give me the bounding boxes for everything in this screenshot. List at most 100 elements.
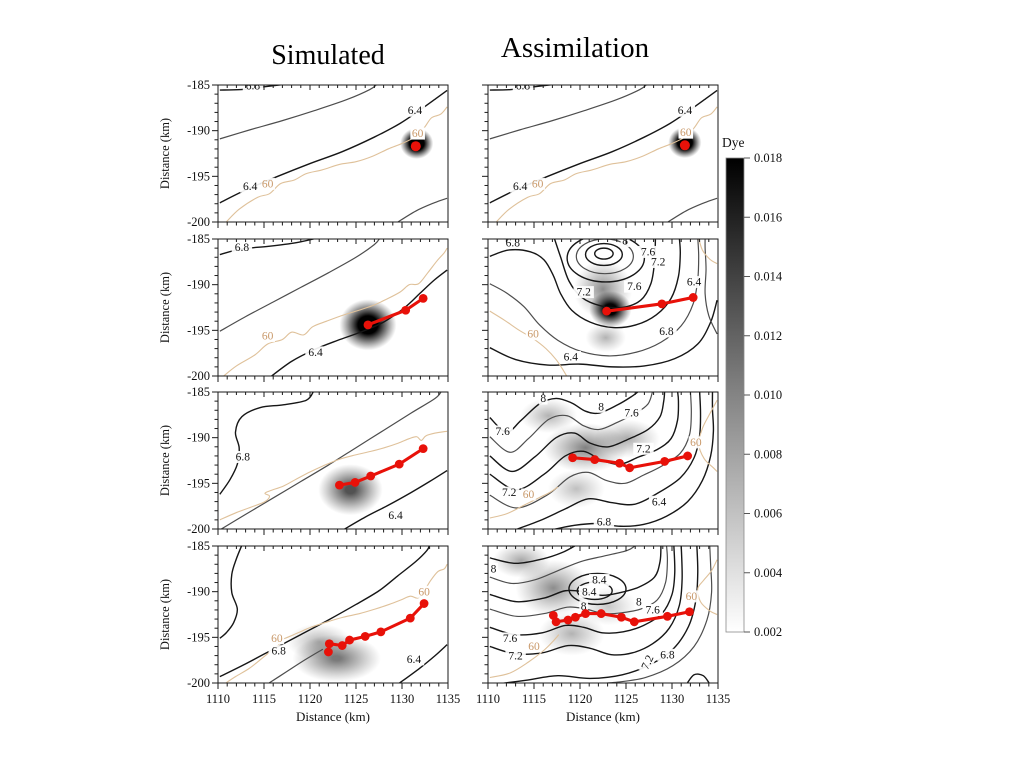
svg-text:60: 60 <box>271 633 283 645</box>
contour-label: 60 <box>678 126 694 139</box>
contour-line <box>489 546 662 603</box>
contour-label: 60 <box>269 632 285 645</box>
contour-label: 60 <box>530 177 545 190</box>
contour-line <box>489 546 676 636</box>
svg-text:8: 8 <box>491 563 497 575</box>
contour-line <box>489 392 692 509</box>
svg-text:60: 60 <box>532 178 544 190</box>
contour-line <box>219 85 378 140</box>
float-track-point <box>660 457 670 466</box>
contour-label: 6.8 <box>268 645 289 658</box>
float-track-point <box>376 627 386 637</box>
float-track-point <box>360 632 370 641</box>
svg-text:6.8: 6.8 <box>659 326 674 338</box>
float-track-point <box>663 611 672 621</box>
svg-text:60: 60 <box>523 489 535 501</box>
float-track-point <box>366 471 376 481</box>
contour-label: 6.4 <box>648 495 670 508</box>
column-title-assimilation: Assimilation <box>500 32 650 64</box>
contour-ring <box>566 239 646 283</box>
contour-label: 6.4 <box>240 180 261 193</box>
svg-text:60: 60 <box>262 178 274 190</box>
contour-label: 6.4 <box>403 653 425 666</box>
contour-label: 8.4 <box>579 585 600 598</box>
y-axis-title: Distance (km) <box>158 118 172 189</box>
x-tick-label: 1115 <box>522 692 546 706</box>
contour-label: 6.8 <box>231 241 253 254</box>
float-track-point <box>602 306 612 316</box>
float-track-point <box>688 293 698 302</box>
svg-text:8: 8 <box>581 601 587 613</box>
contour-line <box>553 239 657 309</box>
panel-assimilation-row3: 8 8 7.6 7.6 7.2 7.2 60 6.4 6.8 60 <box>489 392 718 529</box>
contour-label: 60 <box>684 590 699 603</box>
contour-line <box>596 546 713 683</box>
svg-text:7.6: 7.6 <box>624 408 639 420</box>
float-track-point <box>590 455 600 464</box>
contour-line-isobath <box>489 310 568 376</box>
contour-label: 60 <box>260 177 275 190</box>
colorbar-tick-label: 0.002 <box>754 625 782 639</box>
contour-label: 7.2 <box>573 286 594 299</box>
contour-label: 8 <box>579 600 589 613</box>
y-tick-label: -190 <box>187 124 210 138</box>
contour-line-isobath <box>495 106 718 222</box>
svg-text:6.8: 6.8 <box>506 237 521 249</box>
contour-line <box>489 546 577 565</box>
contour-line <box>489 546 669 618</box>
x-tick-label: 1120 <box>298 692 323 706</box>
svg-text:7.6: 7.6 <box>645 605 660 617</box>
panel-axes <box>482 84 719 228</box>
colorbar-tick-label: 0.018 <box>754 151 782 165</box>
svg-text:6.8: 6.8 <box>235 242 250 254</box>
svg-text:60: 60 <box>262 330 274 342</box>
panel-simulated-row3: 6.8 6.4 <box>219 392 448 529</box>
float-track-point <box>410 141 421 152</box>
x-tick-label: 1125 <box>614 692 639 706</box>
panel-assimilation-row2: 6.8 87.67.27.2 7.6 6.46.86.460 <box>489 237 718 376</box>
contour-label: 6.8 <box>512 85 534 93</box>
panel-axes <box>212 545 449 689</box>
contour-line <box>515 392 702 529</box>
contour-label: 60 <box>688 436 704 449</box>
contour-label: 60 <box>526 640 542 653</box>
contour-label: 8 <box>538 392 548 405</box>
contour-line <box>489 546 636 585</box>
y-tick-label: -185 <box>187 232 210 246</box>
y-tick-label: -185 <box>187 78 210 92</box>
colorbar-title: Dye <box>722 135 745 150</box>
contour-label: 8.4 <box>589 573 610 586</box>
float-track-point <box>401 305 411 315</box>
float-track-point <box>581 609 590 618</box>
float-track-point <box>571 612 580 622</box>
y-tick-label: -195 <box>187 169 210 183</box>
x-tick-label: 1130 <box>660 692 685 706</box>
float-track-point <box>683 451 693 461</box>
x-tick-label: 1115 <box>252 692 276 706</box>
y-tick-label: -195 <box>187 630 210 644</box>
svg-text:60: 60 <box>690 437 702 449</box>
svg-text:60: 60 <box>528 641 540 653</box>
svg-text:6.4: 6.4 <box>407 654 422 666</box>
contour-label: 6.4 <box>560 350 581 363</box>
contour-line <box>489 239 681 329</box>
panel-assimilation-row1: 6.8 6.4 6.4 60 60 <box>489 85 718 222</box>
svg-text:60: 60 <box>680 127 692 139</box>
svg-text:7.2: 7.2 <box>502 487 517 499</box>
panel-axes <box>212 238 449 382</box>
x-tick-label: 1125 <box>344 692 369 706</box>
colorbar-tick-label: 0.010 <box>754 388 782 402</box>
float-track-point <box>418 444 428 454</box>
svg-text:7.6: 7.6 <box>641 246 656 258</box>
contour-label: 6.8 <box>232 451 254 464</box>
contour-line <box>489 392 666 473</box>
contour-line-isobath <box>219 430 448 521</box>
contour-label: 7.6 <box>637 245 659 258</box>
contour-line-isobath <box>222 247 448 376</box>
contour-line <box>489 299 718 368</box>
float-track-point <box>679 140 690 151</box>
column-title-simulated: Simulated <box>271 40 385 71</box>
contour-line-isobath <box>225 106 448 222</box>
contour-label: 7.6 <box>499 632 521 645</box>
